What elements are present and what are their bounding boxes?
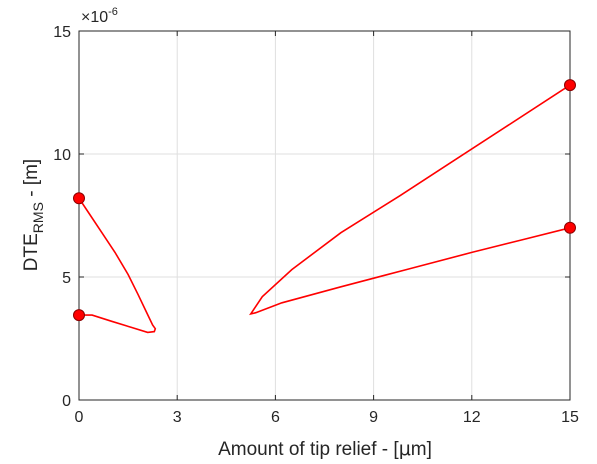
x-tick-label: 6 bbox=[271, 409, 280, 426]
grid bbox=[79, 31, 570, 400]
y-tick-label: 10 bbox=[53, 147, 71, 164]
y-tick-label: 0 bbox=[62, 393, 71, 410]
y-tick-label: 5 bbox=[62, 270, 71, 287]
data-markers bbox=[73, 79, 576, 322]
series-line-2 bbox=[248, 84, 571, 316]
y-tick-label: 15 bbox=[53, 24, 71, 41]
axes-box bbox=[78, 30, 571, 401]
tick-labels: 0 3 6 9 12 15 0 5 10 15 bbox=[53, 24, 579, 426]
x-tick-label: 0 bbox=[75, 409, 84, 426]
data-point-marker bbox=[564, 221, 576, 234]
x-tick-label: 12 bbox=[463, 409, 481, 426]
series-line-1 bbox=[78, 197, 157, 334]
x-tick-label: 15 bbox=[561, 409, 579, 426]
axes bbox=[78, 30, 571, 401]
y-axis-label: DTERMS - [m] bbox=[21, 159, 46, 271]
data-point-marker bbox=[564, 79, 576, 92]
x-axis-label: Amount of tip relief - [μm] bbox=[218, 438, 432, 460]
y-exponent-label: ×10-6 bbox=[81, 6, 118, 26]
data-point-marker bbox=[73, 192, 85, 205]
data-curves bbox=[78, 84, 571, 334]
x-tick-label: 9 bbox=[369, 409, 378, 426]
x-tick-label: 3 bbox=[173, 409, 182, 426]
data-point-marker bbox=[73, 309, 85, 322]
